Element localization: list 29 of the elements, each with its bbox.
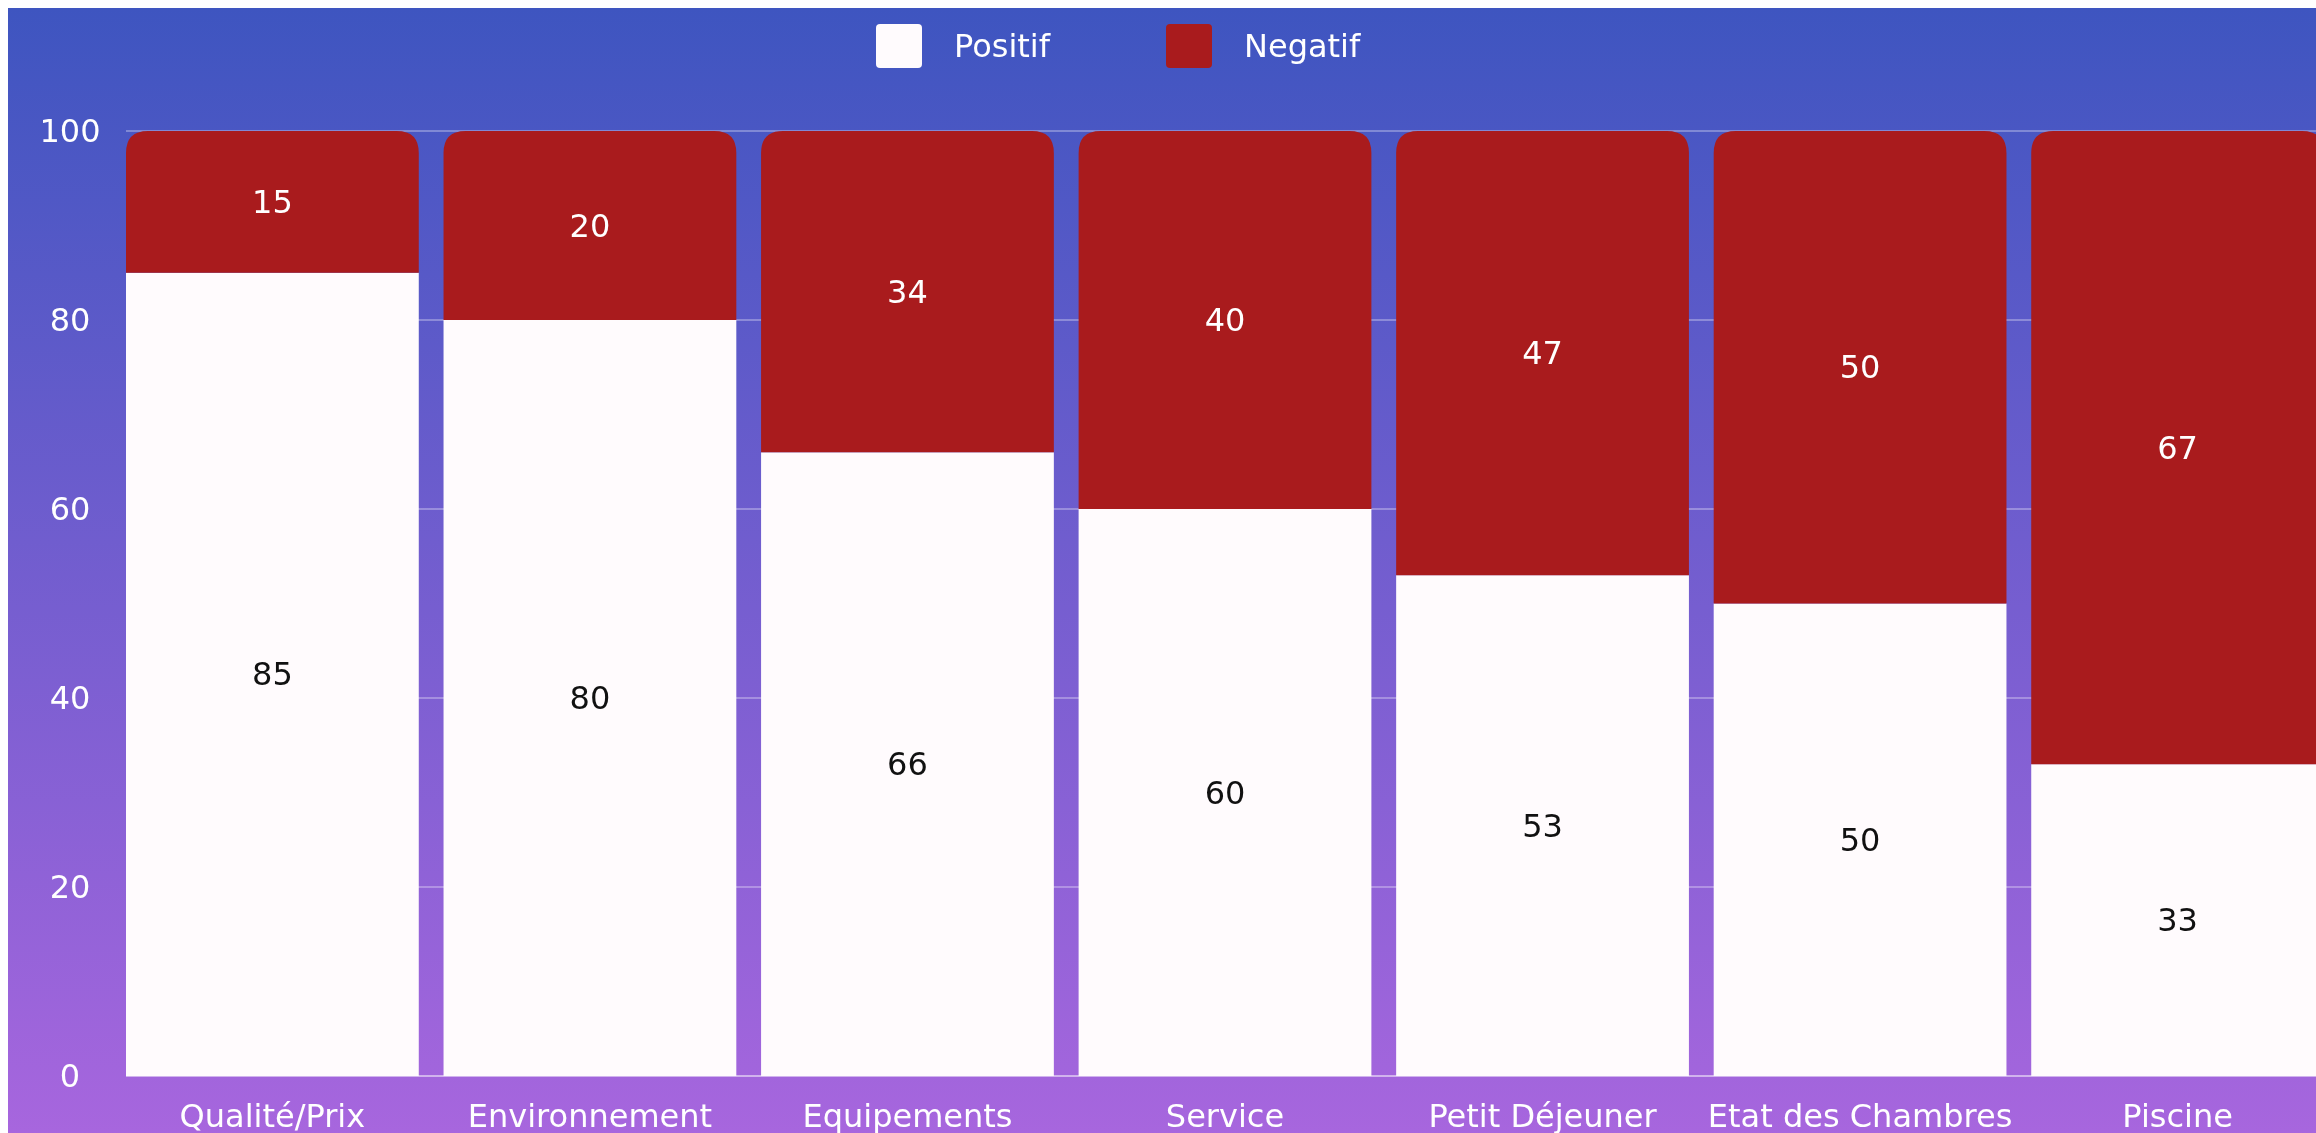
data-label: 67 [2157, 428, 2198, 467]
x-tick-label: Qualité/Prix [179, 1097, 366, 1133]
data-label: 50 [1839, 820, 1881, 859]
y-tick-label: 0 [59, 1057, 81, 1095]
data-label: 15 [252, 182, 293, 221]
y-tick-label: 40 [49, 679, 91, 717]
x-tick-label: Equipements [802, 1097, 1013, 1133]
data-label: 34 [887, 272, 928, 311]
y-tick-label: 80 [49, 301, 91, 339]
data-label: 40 [1204, 301, 1246, 339]
data-label: 85 [252, 655, 293, 694]
data-label: 80 [569, 679, 611, 717]
x-tick-label: Piscine [2122, 1097, 2233, 1133]
data-label: 66 [887, 745, 928, 784]
legend-label: Positif [954, 27, 1051, 65]
data-label: 50 [1839, 348, 1881, 387]
x-tick-label: Service [1165, 1097, 1285, 1133]
y-tick-label: 20 [49, 868, 91, 906]
data-label: 47 [1522, 334, 1563, 373]
x-tick-label: Environnement [467, 1097, 713, 1133]
legend-label: Negatif [1244, 27, 1361, 65]
y-tick-label: 100 [39, 112, 101, 150]
data-label: 53 [1522, 806, 1563, 845]
data-label: 60 [1204, 773, 1246, 812]
x-tick-label: Etat des Chambres [1707, 1097, 2013, 1133]
y-tick-label: 60 [49, 490, 91, 528]
x-tick-label: Petit Déjeuner [1428, 1097, 1658, 1133]
data-label: 33 [2157, 901, 2198, 940]
data-label: 20 [569, 206, 611, 245]
